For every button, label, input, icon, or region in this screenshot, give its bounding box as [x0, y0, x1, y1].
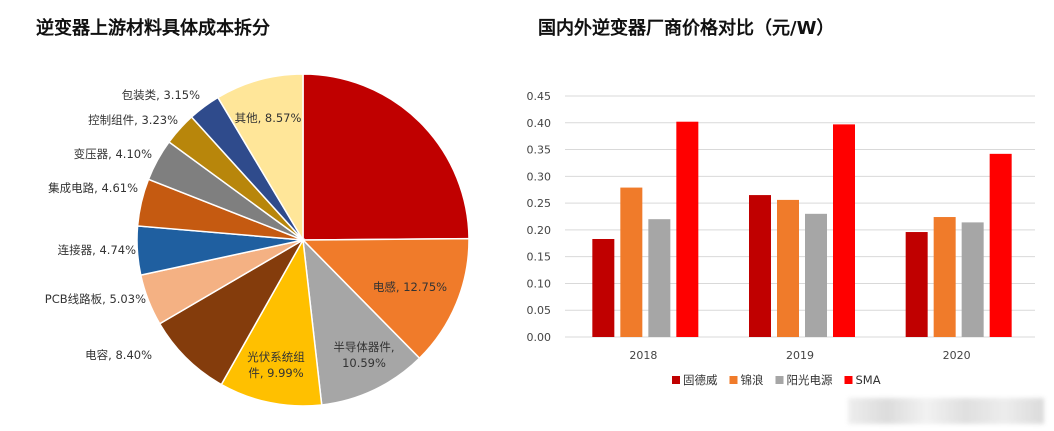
- y-tick-label: 0.10: [527, 277, 552, 290]
- watermark-blur: [848, 398, 1044, 424]
- legend-swatch: [729, 376, 738, 384]
- pie-slice-label: 包装类, 3.15%: [122, 88, 200, 102]
- pie-slice-label: 电容, 8.40%: [85, 348, 152, 362]
- bar: [749, 195, 771, 337]
- pie-slice-label: 机构件, 24.88%: [327, 149, 413, 163]
- y-tick-label: 0.40: [527, 117, 552, 130]
- pie-slice-label: 控制组件, 3.23%: [88, 113, 178, 127]
- legend-label: SMA: [856, 373, 881, 387]
- y-tick-label: 0.15: [527, 251, 552, 264]
- y-tick-label: 0.25: [527, 197, 552, 210]
- bar-chart-panel: 国内外逆变器厂商价格对比（元/W） 0.00 0.05 0.10 0.15 0.20 0.…: [500, 0, 1054, 431]
- bar-chart-title: 国内外逆变器厂商价格对比（元/W）: [538, 18, 835, 39]
- pie-slice-label: 连接器, 4.74%: [58, 243, 136, 257]
- x-tick-label: 2019: [786, 349, 814, 362]
- bar: [592, 238, 615, 337]
- pie-slice: [216, 73, 304, 243]
- x-tick-label: 2018: [629, 349, 657, 362]
- legend-swatch: [672, 376, 680, 384]
- y-tick-label: 0.45: [527, 90, 552, 103]
- bar: [833, 124, 855, 337]
- pie-slice-label: 电感, 12.75%: [373, 280, 447, 294]
- bar: [933, 217, 956, 337]
- bar: [676, 121, 699, 337]
- bar: [648, 219, 671, 337]
- legend-swatch: [844, 376, 853, 384]
- pie-chart-title: 逆变器上游材料具体成本拆分: [36, 18, 270, 39]
- pie-slice-label: 其他, 8.57%: [235, 111, 302, 125]
- bar-chart: 0.00 0.05 0.10 0.15 0.20 0.25 0.30 0.35 0.40 0.45…: [527, 90, 1035, 387]
- pie-slice: [158, 237, 306, 386]
- y-tick-label: 0.00: [527, 331, 552, 344]
- legend-label: 锦浪: [741, 373, 764, 387]
- bar: [989, 153, 1012, 337]
- bar: [777, 199, 799, 337]
- pie-slice: [302, 73, 470, 241]
- pie-chart-panel: 逆变器上游材料具体成本拆分 机构件, 24.88% 电感, 12.75% 半导体器件…: [0, 0, 500, 431]
- y-tick-label: 0.35: [527, 144, 552, 157]
- legend-swatch: [775, 376, 784, 384]
- pie-chart: 机构件, 24.88% 电感, 12.75% 半导体器件, 10.59% 光伏系统组件,…: [45, 73, 470, 407]
- pie-slice-label: PCB线路板, 5.03%: [45, 292, 146, 306]
- bar: [805, 213, 827, 337]
- y-tick-label: 0.05: [527, 304, 552, 317]
- y-tick-label: 0.20: [527, 224, 552, 237]
- pie-slice-label: 变压器, 4.10%: [74, 147, 152, 161]
- pie-slice-label: 光伏系统组件, 9.99%: [247, 350, 305, 380]
- pie-slice: [301, 237, 470, 360]
- x-tick-label: 2020: [943, 349, 971, 362]
- legend-label: 阳光电源: [787, 373, 833, 387]
- pie-slice: [220, 237, 323, 407]
- pie-slice-label: 集成电路, 4.61%: [48, 181, 138, 195]
- y-tick-label: 0.30: [527, 170, 552, 183]
- legend-label: 固德威: [683, 373, 718, 387]
- bar: [905, 232, 928, 337]
- pie-slice-label: 半导体器件, 10.59%: [333, 340, 394, 370]
- pie-slice: [302, 237, 421, 406]
- bar: [961, 222, 984, 337]
- bar: [620, 187, 643, 337]
